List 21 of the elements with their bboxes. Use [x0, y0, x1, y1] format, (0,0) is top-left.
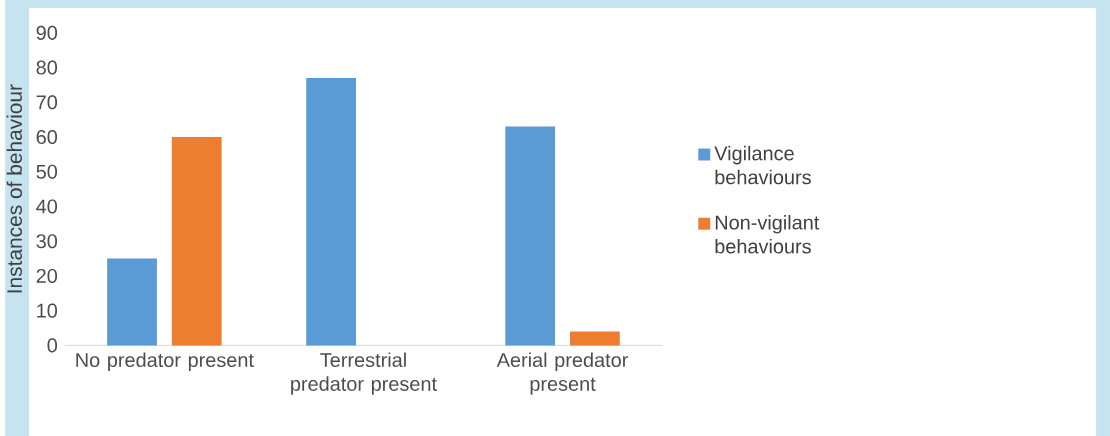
- x-tick-label: No predator present: [76, 352, 254, 371]
- bar: [306, 78, 356, 346]
- y-tick-label: 90: [36, 25, 58, 40]
- y-tick-label: 80: [36, 60, 58, 75]
- bar: [570, 331, 620, 346]
- legend-label: Non-vigilant behaviours: [715, 215, 820, 254]
- y-tick-label: 50: [36, 164, 58, 179]
- x-tick-label: Terrestrial predator present: [291, 352, 437, 395]
- bar: [171, 137, 222, 346]
- y-tick-label: 10: [37, 303, 58, 318]
- y-tick-label: 70: [36, 95, 58, 110]
- y-axis-title: Instances of behaviour: [6, 84, 23, 293]
- y-tick-label: 0: [47, 338, 58, 353]
- x-tick-label: Aerial predator present: [496, 352, 629, 395]
- bar: [505, 126, 556, 346]
- bar: [107, 258, 157, 346]
- y-tick-label: 40: [36, 199, 58, 214]
- y-tick-label: 60: [36, 130, 58, 145]
- y-tick-label: 30: [36, 234, 58, 249]
- y-tick-label: 20: [36, 268, 58, 283]
- legend-label: Vigilance behaviours: [714, 145, 811, 185]
